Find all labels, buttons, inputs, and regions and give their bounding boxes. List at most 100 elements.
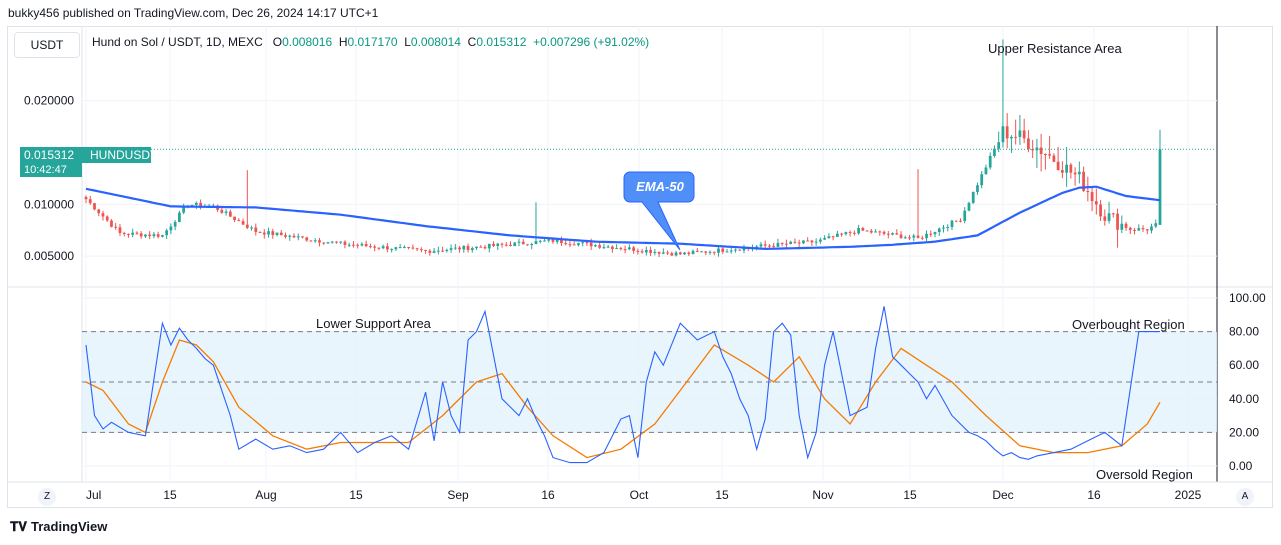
candle-body (1010, 136, 1013, 139)
candle-body (296, 236, 300, 238)
candle-body (895, 233, 899, 235)
candle-body (942, 227, 945, 229)
candle-body (305, 237, 309, 241)
rsi-tick-label: 40.00 (1229, 392, 1259, 406)
tradingview-logo[interactable]: 𝐓𝐕 TradingView (10, 519, 107, 535)
candle-body (916, 235, 920, 238)
rsi-tick-label: 100.00 (1229, 291, 1266, 305)
candle-body (755, 246, 759, 248)
candle-body (470, 248, 474, 251)
candle-body (156, 234, 160, 237)
candle-body (950, 220, 954, 227)
candle-body (700, 251, 703, 253)
legend-high-label: H (338, 35, 348, 49)
rsi-tick-label: 80.00 (1229, 325, 1259, 339)
time-tick-label: 16 (541, 488, 555, 502)
candle-body (407, 246, 410, 248)
rsi-layer (85, 306, 1161, 464)
axis-labels: 0.020000 0.010000 0.005000 100.00 80.00 60.00… (24, 94, 1266, 502)
lower-support-label: Lower Support Area (316, 316, 432, 331)
last-price-symbol: HUNDUSDT (90, 148, 158, 162)
candle-body (988, 155, 992, 168)
candle-body (555, 239, 559, 242)
candle-body (1099, 204, 1102, 217)
candle-body (903, 237, 907, 239)
candle-body (543, 240, 546, 242)
candle-body (496, 243, 500, 246)
candle-body (445, 249, 449, 252)
zoom-button[interactable]: Z (38, 488, 56, 506)
candle-body (1065, 164, 1068, 173)
candle-body (360, 243, 364, 246)
candle-body (1005, 126, 1009, 139)
candle-body (581, 242, 585, 244)
candle-body (848, 232, 852, 234)
candle-body (852, 232, 856, 234)
currency-button[interactable]: USDT (14, 32, 80, 58)
ema-callout-bubble (623, 171, 695, 251)
candle-body (381, 246, 385, 249)
candle-body (93, 203, 96, 210)
candle-body (606, 246, 610, 248)
candle-body (88, 199, 92, 204)
candle-body (814, 241, 818, 243)
candle-body (861, 228, 865, 231)
candle-body (284, 235, 287, 237)
legend-change: +0.007296 (+91.02%) (533, 35, 650, 49)
candle-body (729, 250, 733, 252)
candle-body (1137, 228, 1141, 231)
candle-body (1039, 147, 1043, 155)
candle-body (980, 174, 984, 186)
candle-body (560, 239, 563, 244)
annotations: Upper Resistance Area EMA-50 Lower Support… (316, 41, 1193, 482)
candle-body (763, 244, 767, 246)
tradingview-logo-icon: 𝐓𝐕 (10, 519, 27, 534)
candle-body (1124, 223, 1128, 228)
candle-body (492, 243, 495, 246)
time-tick-label: 15 (715, 488, 729, 502)
candle-body (504, 244, 508, 246)
candle-body (313, 240, 317, 242)
auto-scale-button[interactable]: A (1236, 488, 1254, 506)
candle-body (819, 239, 822, 242)
legend-close-label: C (467, 35, 477, 49)
candle-body (937, 228, 941, 233)
candle-body (619, 248, 623, 250)
candle-body (101, 213, 105, 217)
candle-body (785, 243, 788, 245)
legend-open: 0.008016 (282, 35, 333, 49)
candle-body (386, 246, 389, 250)
time-tick-label: Dec (992, 488, 1013, 502)
legend-open-label: O (272, 35, 283, 49)
candle-body (572, 244, 576, 246)
candle-body (526, 244, 529, 246)
rsi-tick-label: 20.00 (1229, 425, 1259, 439)
candle-body (245, 224, 249, 228)
ema-50-label: EMA-50 (636, 179, 684, 194)
candle-body (585, 242, 589, 244)
candle-body (636, 250, 640, 252)
candle-body (806, 240, 810, 242)
candle-body (114, 226, 118, 228)
candle-body (661, 252, 665, 254)
candle-body (1069, 164, 1073, 173)
candle-body (237, 220, 241, 222)
candle-body (513, 242, 517, 247)
candle-body (1090, 192, 1094, 202)
candle-body (1001, 126, 1005, 143)
candle-body (110, 220, 113, 227)
time-tick-label: Oct (630, 488, 649, 502)
candle-body (356, 244, 360, 246)
candle-body (1044, 154, 1047, 156)
candle-body (335, 241, 338, 243)
candle-body (432, 251, 436, 253)
candle-body (886, 233, 890, 235)
time-tick-label: 16 (1087, 488, 1101, 502)
candle-body (627, 247, 631, 250)
published-line: bukky456 published on TradingView.com, D… (8, 6, 379, 20)
candle-body (458, 247, 461, 250)
candle-body (653, 251, 657, 253)
candle-body (691, 250, 695, 255)
candle-body (891, 233, 894, 235)
